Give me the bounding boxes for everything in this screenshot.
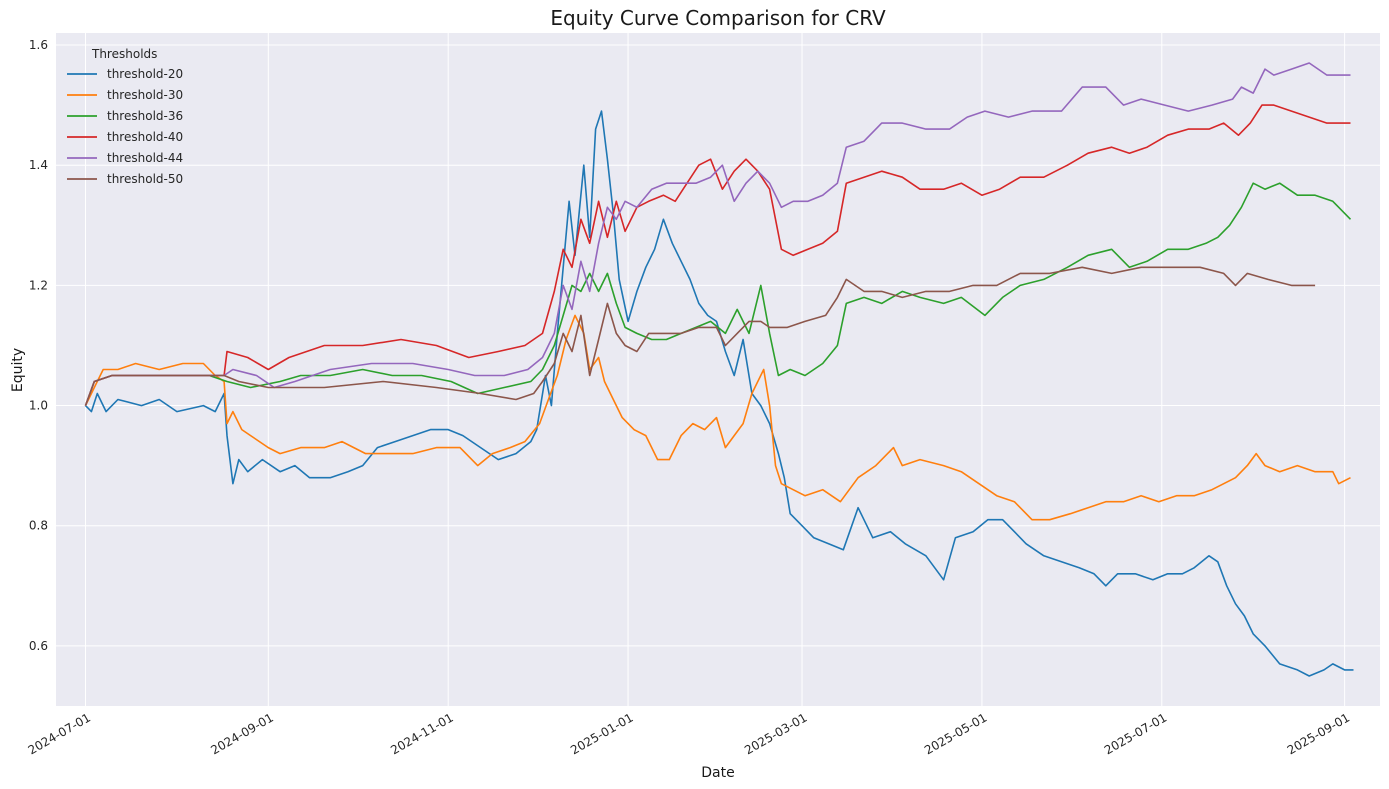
legend-label-threshold-36: threshold-36 [107,109,183,123]
series-lines [84,62,1354,677]
x-tick-label: 2025-07-01 [1102,710,1169,757]
x-tick-label: 2024-09-01 [208,710,275,757]
legend-label-threshold-50: threshold-50 [107,172,183,186]
y-tick-label: 1.2 [29,278,48,292]
x-tick-label: 2024-07-01 [26,710,93,757]
chart-title: Equity Curve Comparison for CRV [550,6,886,30]
series-line-threshold-30 [84,314,1351,521]
y-tick-label: 1.4 [29,158,48,172]
y-axis-label: Equity [10,348,26,392]
series-line-threshold-44 [84,62,1351,406]
grid-lines [56,33,1380,706]
series-line-threshold-50 [84,266,1316,406]
plot-background [56,33,1380,706]
legend-label-threshold-44: threshold-44 [107,151,183,165]
legend-label-threshold-30: threshold-30 [107,88,183,102]
y-tick-label: 0.8 [29,519,48,533]
x-tick-label: 2024-11-01 [388,710,455,757]
x-axis-label: Date [701,765,734,781]
x-tick-label: 2025-05-01 [922,710,989,757]
series-line-threshold-20 [84,110,1354,677]
x-tick-labels: 2024-07-01 2024-09-01 2024-11-01 2025-01-01… [26,710,1353,757]
y-tick-labels: 0.6 0.8 1.0 1.2 1.4 1.6 [29,38,48,653]
legend-title: Thresholds [91,47,157,61]
x-tick-label: 2025-03-01 [742,710,809,757]
x-tick-label: 2025-01-01 [568,710,635,757]
legend-items: threshold-20 threshold-30 threshold-36 thre… [67,67,183,186]
series-line-threshold-40 [84,104,1351,406]
legend-label-threshold-20: threshold-20 [107,67,183,81]
legend: Thresholds threshold-20threshold-30thres… [67,47,183,186]
y-tick-label: 1.0 [29,399,48,413]
y-tick-label: 1.6 [29,38,48,52]
legend-label-threshold-40: threshold-40 [107,130,183,144]
y-tick-label: 0.6 [29,639,48,653]
series-line-threshold-36 [84,182,1352,406]
x-tick-label: 2025-09-01 [1285,710,1352,757]
